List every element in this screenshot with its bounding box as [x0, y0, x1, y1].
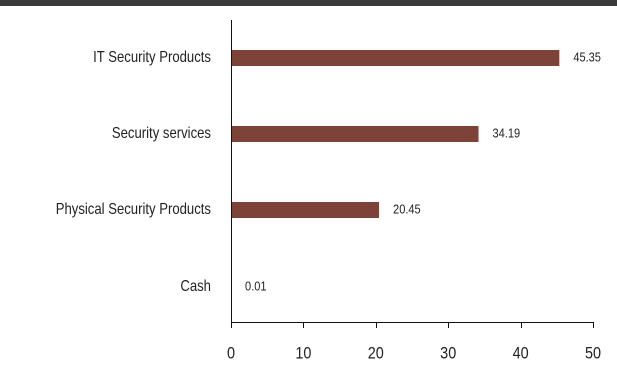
category-labels-group: IT Security Products Security services Phy…	[56, 49, 211, 295]
top-rule	[0, 0, 617, 6]
value-label: 45.35	[573, 50, 601, 65]
category-label: Security services	[112, 125, 211, 142]
category-label: IT Security Products	[93, 49, 211, 66]
bar-physical-security-products	[231, 202, 380, 218]
value-label: 20.45	[393, 202, 421, 217]
bar-it-security-products	[231, 50, 560, 66]
value-label: 34.19	[493, 126, 521, 141]
axes-group	[231, 20, 594, 328]
bars-group	[231, 50, 560, 295]
x-tick-label: 50	[585, 344, 601, 362]
tick-labels-group: 0 10 20 30 40 50	[227, 344, 601, 362]
x-tick-label: 40	[513, 344, 529, 362]
x-tick-label: 20	[368, 344, 384, 362]
value-label: 0.01	[245, 279, 267, 294]
x-tick-label: 10	[295, 344, 311, 362]
bar-security-services	[231, 126, 479, 142]
value-labels-group: 45.35 34.19 20.45 0.01	[245, 50, 601, 294]
category-label: Cash	[180, 278, 211, 295]
x-tick-label: 30	[440, 344, 456, 362]
x-tick-label: 0	[227, 344, 235, 362]
category-label: Physical Security Products	[56, 201, 211, 218]
